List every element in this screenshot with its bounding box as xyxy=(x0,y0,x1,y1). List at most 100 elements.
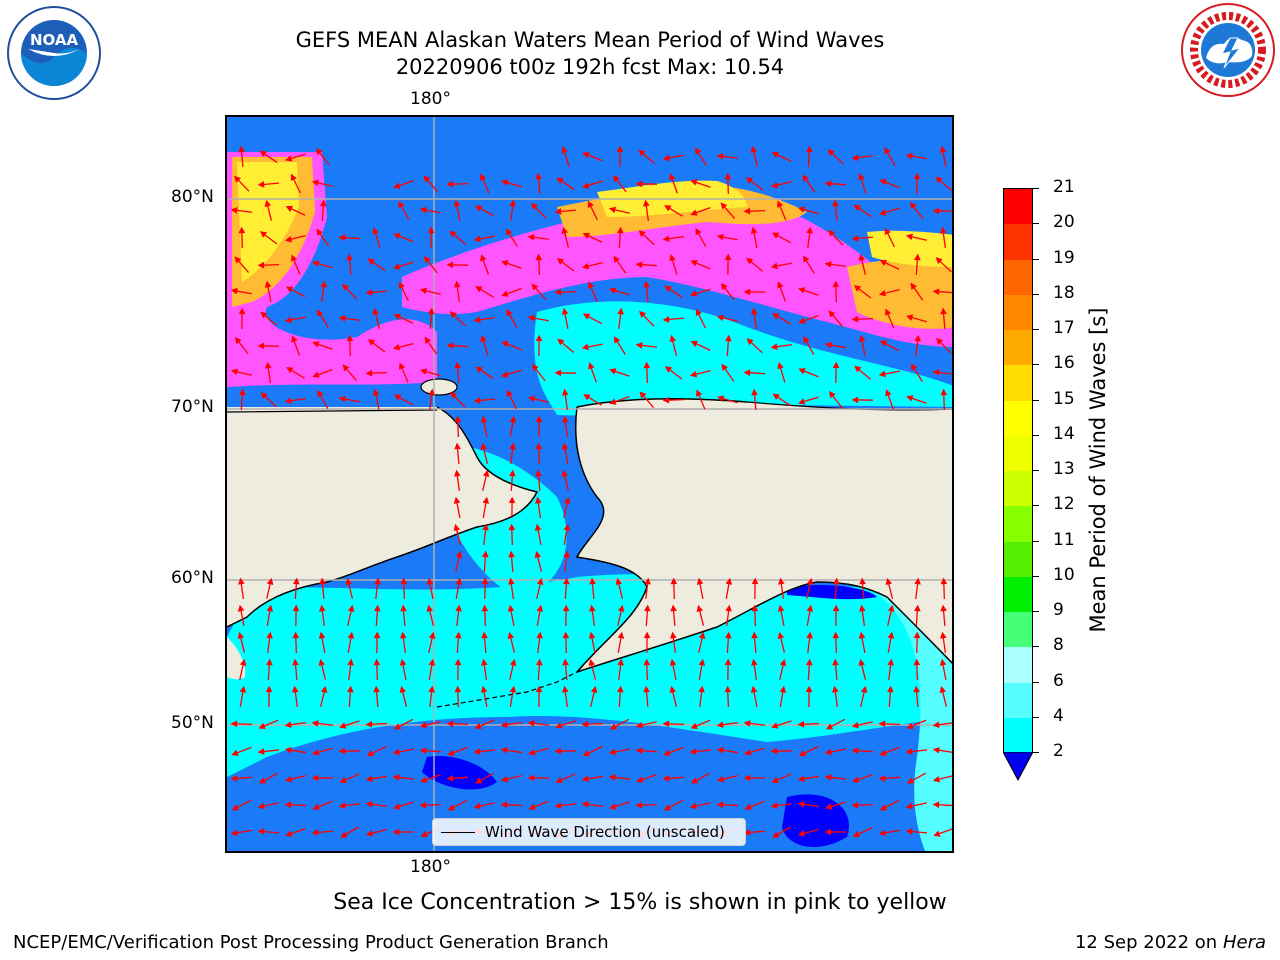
wave-direction-arrowhead xyxy=(608,748,616,756)
wave-direction-arrowhead xyxy=(420,776,428,783)
wave-direction-arrowhead xyxy=(480,685,488,693)
wave-direction-arrowhead xyxy=(239,658,247,666)
wave-direction-arrowhead xyxy=(907,777,915,784)
wave-direction-arrowhead xyxy=(859,577,866,585)
wave-direction-arrowhead xyxy=(536,577,544,585)
wave-direction-arrowhead xyxy=(318,631,326,639)
footer-date: 12 Sep 2022 on Hera xyxy=(1075,932,1266,953)
wave-direction-arrowhead xyxy=(339,776,347,784)
wave-direction-arrowhead xyxy=(347,685,354,693)
wave-direction-arrowhead xyxy=(638,149,646,157)
wave-direction-arrowhead xyxy=(482,550,489,558)
colorbar-tick-mark xyxy=(1033,505,1039,507)
wave-direction-arrowhead xyxy=(292,631,300,639)
wave-direction-arrowhead xyxy=(662,775,670,782)
wave-direction-arrowhead xyxy=(475,777,483,784)
footer-date-text: 12 Sep 2022 on xyxy=(1074,932,1218,953)
wave-direction-arrowhead xyxy=(643,631,651,639)
wave-direction-arrowhead xyxy=(617,631,625,639)
wave-direction-arrowhead xyxy=(589,577,596,585)
wave-direction-arrowhead xyxy=(689,802,697,810)
wave-direction-arrowhead xyxy=(554,288,562,296)
wave-direction-arrowhead xyxy=(716,775,725,783)
wave-direction-arrowhead xyxy=(481,604,489,612)
wave-direction-arrowhead xyxy=(284,746,292,754)
wave-direction-arrowhead xyxy=(690,179,698,186)
wave-direction-arrowhead xyxy=(399,658,407,666)
wave-direction-arrowhead xyxy=(257,181,265,188)
wave-direction-arrowhead xyxy=(743,207,751,215)
wave-direction-arrowhead xyxy=(453,199,461,207)
wave-direction-arrowhead xyxy=(561,442,569,450)
wave-direction-arrowhead xyxy=(851,747,859,754)
wave-direction-arrowhead xyxy=(798,287,806,294)
wave-direction-arrowhead xyxy=(853,204,861,212)
wave-direction-arrowhead xyxy=(828,390,836,399)
legend-label: Wind Wave Direction (unscaled) xyxy=(485,823,725,841)
wave-direction-arrowhead xyxy=(939,145,947,153)
wave-direction-arrowhead xyxy=(797,775,805,783)
wave-direction-arrowhead xyxy=(588,631,596,639)
wave-direction-arrowhead xyxy=(832,604,840,612)
wave-direction-arrowhead xyxy=(480,335,487,343)
wave-direction-arrowhead xyxy=(914,253,921,261)
wave-direction-arrowhead xyxy=(609,803,617,810)
wave-direction-arrowhead xyxy=(317,390,324,398)
colorbar-tick-label: 8 xyxy=(1053,635,1064,656)
wave-direction-arrowhead xyxy=(527,395,535,403)
wave-direction-arrowhead xyxy=(940,604,947,612)
colorbar-tick-mark xyxy=(1033,716,1039,718)
wave-direction-arrowhead xyxy=(234,175,241,183)
wave-direction-arrowhead xyxy=(777,604,785,612)
wave-direction-arrowhead xyxy=(230,720,238,728)
wave-direction-arrowhead xyxy=(743,369,751,376)
wave-direction-arrowhead xyxy=(473,802,481,810)
wave-direction-arrowhead xyxy=(779,658,787,666)
wave-direction-arrowhead xyxy=(669,173,676,181)
wave-direction-arrowhead xyxy=(663,749,671,756)
wave-direction-arrowhead xyxy=(879,209,887,216)
wave-direction-arrowhead xyxy=(501,260,509,267)
wave-direction-arrowhead xyxy=(554,802,562,809)
wave-direction-arrowhead xyxy=(392,343,401,351)
wave-direction-arrowhead xyxy=(237,604,245,612)
wave-direction-arrowhead xyxy=(393,233,401,240)
wave-direction-arrowhead xyxy=(696,389,703,397)
wave-direction-arrowhead xyxy=(905,748,913,755)
wave-direction-arrowhead xyxy=(447,804,456,811)
wave-direction-arrowhead xyxy=(751,604,759,612)
wave-direction-arrowhead xyxy=(423,255,431,264)
wave-direction-arrowhead xyxy=(563,523,571,531)
wave-direction-arrowhead xyxy=(885,389,892,397)
wave-direction-arrowhead xyxy=(936,337,943,345)
wave-direction-arrowhead xyxy=(940,307,947,315)
wave-direction-arrowhead xyxy=(689,370,698,378)
wave-direction-arrowhead xyxy=(933,830,941,837)
wave-direction-arrowhead xyxy=(257,261,265,269)
wave-direction-arrowhead xyxy=(887,658,894,666)
colorbar-tick-mark xyxy=(1033,188,1039,189)
wave-direction-arrowhead xyxy=(858,334,866,342)
wave-direction-arrowhead xyxy=(932,721,940,728)
wave-direction-arrowhead xyxy=(260,311,268,319)
wave-direction-arrowhead xyxy=(613,336,621,344)
wave-direction-arrowhead xyxy=(716,314,724,322)
wave-direction-arrowhead xyxy=(481,658,488,666)
colorbar-tick-label: 17 xyxy=(1053,318,1075,338)
wave-direction-arrowhead xyxy=(858,173,865,181)
colorbar-tick-label: 2 xyxy=(1053,741,1064,761)
wave-direction-arrowhead xyxy=(698,631,706,639)
wave-direction-arrowhead xyxy=(312,371,320,378)
wave-direction-arrowhead xyxy=(797,830,806,837)
wave-direction-arrowhead xyxy=(724,253,732,261)
colorbar-tick-label: 4 xyxy=(1053,705,1064,726)
wave-direction-arrowhead xyxy=(643,658,651,666)
wave-direction-arrowhead xyxy=(798,368,806,375)
wave-direction-arrowhead xyxy=(695,308,702,317)
map-title: GEFS MEAN Alaskan Waters Mean Period of … xyxy=(295,28,885,52)
wave-direction-arrowhead xyxy=(913,631,921,639)
wave-direction-arrowhead xyxy=(372,307,380,316)
wave-direction-arrowhead xyxy=(500,801,508,809)
wave-direction-arrowhead xyxy=(905,828,913,835)
wave-direction-arrowhead xyxy=(690,260,698,267)
